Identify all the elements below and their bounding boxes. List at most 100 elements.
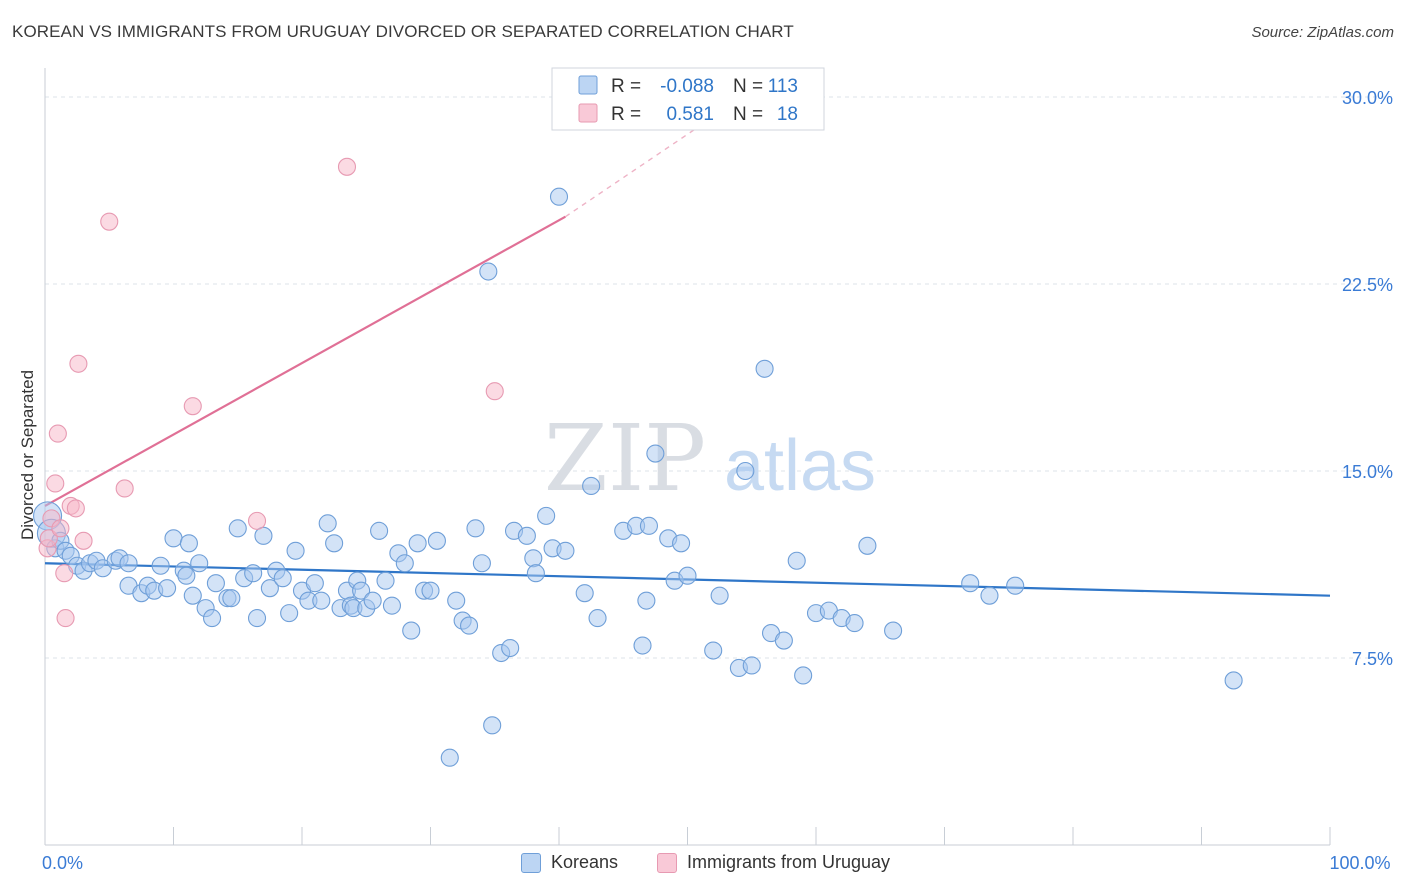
point-koreans [582,476,601,496]
point-koreans [260,579,279,598]
point-uruguay [247,511,267,530]
y-tick-label: 15.0% [1342,462,1393,482]
point-koreans [325,534,344,553]
source-credit: Source: ZipAtlas.com [1251,24,1394,41]
point-uruguay [55,564,74,583]
legend-bottom: Koreans Immigrants from Uruguay [0,850,1406,880]
point-koreans [286,541,305,560]
point-koreans [526,564,545,583]
legend-swatch-uruguay [578,103,598,123]
point-koreans [742,656,761,675]
point-koreans [254,526,273,545]
trend-line-uruguay-extension [565,116,714,218]
point-uruguay [56,609,75,628]
point-koreans [472,554,491,573]
point-koreans [402,621,421,640]
chart-title: KOREAN VS IMMIGRANTS FROM URUGUAY DIVORC… [12,22,794,41]
point-koreans [637,591,656,610]
point-koreans [318,514,337,533]
point-koreans [273,569,292,588]
point-koreans [183,586,202,605]
point-uruguay [337,157,357,176]
point-koreans [427,531,446,550]
data-points [33,157,1243,767]
y-tick-label: 22.5% [1342,275,1393,295]
point-uruguay [74,531,93,550]
legend-label-uruguay: Immigrants from Uruguay [687,852,891,872]
point-koreans [537,506,556,525]
point-koreans [280,604,299,623]
point-koreans [164,529,183,548]
point-koreans [352,581,371,600]
legend-swatch-koreans [578,75,598,95]
legend-n-value-koreans: 113 [768,76,798,97]
legend-r-value-koreans: -0.088 [660,76,714,97]
point-koreans [787,551,806,570]
point-uruguay [69,354,88,373]
point-koreans [228,519,247,538]
point-koreans [678,566,697,585]
legend-label-koreans: Koreans [551,852,619,872]
legend-swatch-uruguay-bottom [657,852,677,873]
point-koreans [639,516,659,535]
point-koreans [961,574,980,593]
watermark-zip: ZIP [544,405,706,512]
y-tick-label: 30.0% [1342,88,1393,108]
point-koreans [177,566,196,585]
point-koreans [247,609,267,628]
point-koreans [312,591,331,610]
point-koreans [794,666,813,685]
grid-lines [45,96,1392,659]
x-tick-label: 0.0% [42,853,83,873]
y-axis-label: Divorced or Separated [18,370,37,540]
point-koreans [459,616,479,635]
point-koreans [845,614,864,633]
point-koreans [501,638,520,658]
axes [44,68,1331,846]
point-koreans [736,461,755,481]
point-koreans [376,571,395,590]
tick-labels: 7.5% 15.0% 22.5% 30.0% 0.0% 100.0% [42,88,1393,873]
point-uruguay [100,212,119,231]
point-koreans [421,581,440,600]
point-koreans [633,636,652,655]
point-koreans [119,554,138,573]
point-uruguay [46,474,65,493]
legend-stats-box: R = -0.088 N = 113 R = 0.581 N = 18 [551,67,825,131]
point-uruguay [48,424,67,443]
point-koreans [549,187,569,206]
x-tick-label: 100.0% [1329,853,1390,873]
legend-r-label-koreans: R = [611,76,641,97]
point-uruguay [183,397,202,416]
legend-r-value-uruguay: 0.581 [666,104,714,125]
point-koreans [672,534,691,553]
point-koreans [980,586,999,605]
point-koreans [1224,671,1243,690]
point-koreans [710,586,729,605]
legend-item-uruguay[interactable]: Immigrants from Uruguay [657,852,890,873]
legend-item-koreans[interactable]: Koreans [521,852,618,873]
point-koreans [382,596,402,615]
legend-n-label-koreans: N = [733,76,763,97]
point-koreans [483,716,502,735]
point-koreans [206,574,225,593]
point-koreans [517,526,536,545]
point-koreans [479,262,498,281]
watermark: ZIP atlas [544,405,876,512]
legend-n-value-uruguay: 18 [777,104,798,125]
point-koreans [158,579,177,598]
point-koreans [305,574,324,593]
legend-swatch-koreans-bottom [521,852,541,873]
point-koreans [370,521,389,540]
point-koreans [179,534,198,553]
point-koreans [244,564,263,583]
point-koreans [151,556,170,575]
point-uruguay [66,499,85,518]
point-koreans [774,631,793,650]
y-tick-label: 7.5% [1352,649,1393,669]
point-koreans [222,589,241,608]
point-koreans [884,621,903,640]
trend-line-uruguay [44,215,566,507]
point-koreans [588,609,607,628]
legend-n-label-uruguay: N = [733,104,763,125]
